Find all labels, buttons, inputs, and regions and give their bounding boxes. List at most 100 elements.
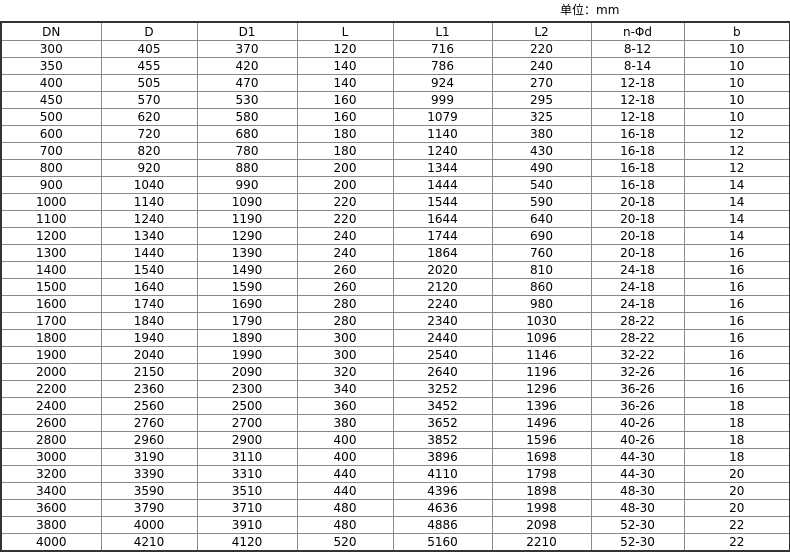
table-row: 3200 3390 3310 440 4110 1798 44-30 20	[0, 465, 790, 483]
table-cell: 2960	[100, 431, 198, 449]
table-cell: 1090	[196, 193, 298, 211]
table-cell: 380	[296, 414, 394, 432]
table-cell: 505	[100, 74, 198, 92]
table-cell: 1490	[196, 261, 298, 279]
table-row: 1000 1140 1090 220 1544 590 20-18 14	[0, 193, 790, 211]
column-header: b	[683, 21, 790, 41]
table-cell: 1300	[0, 244, 102, 262]
table-cell: 280	[296, 295, 394, 313]
table-cell: 1640	[100, 278, 198, 296]
table-cell: 3200	[0, 465, 102, 483]
table-cell: 2300	[196, 380, 298, 398]
column-header: DN	[0, 21, 102, 41]
table-cell: 360	[296, 397, 394, 415]
table-row: 900 1040 990 200 1444 540 16-18 14	[0, 176, 790, 194]
column-header: L2	[491, 21, 592, 41]
table-row: 1700 1840 1790 280 2340 1030 28-22 16	[0, 312, 790, 330]
table-cell: 620	[100, 108, 198, 126]
table-cell: 2020	[392, 261, 493, 279]
table-cell: 1496	[491, 414, 592, 432]
table-cell: 2150	[100, 363, 198, 381]
table-cell: 16-18	[590, 176, 685, 194]
table-row: 600 720 680 180 1140 380 16-18 12	[0, 125, 790, 143]
table-cell: 2540	[392, 346, 493, 364]
table-cell: 3652	[392, 414, 493, 432]
table-cell: 20-18	[590, 193, 685, 211]
table-cell: 999	[392, 91, 493, 109]
table-cell: 2120	[392, 278, 493, 296]
table-cell: 380	[491, 125, 592, 143]
table-cell: 24-18	[590, 295, 685, 313]
table-cell: 1000	[0, 193, 102, 211]
table-cell: 200	[296, 176, 394, 194]
table-row: 1800 1940 1890 300 2440 1096 28-22 16	[0, 329, 790, 347]
table-cell: 1690	[196, 295, 298, 313]
table-cell: 1600	[0, 295, 102, 313]
table-cell: 12	[683, 125, 790, 143]
table-cell: 900	[0, 176, 102, 194]
table-cell: 280	[296, 312, 394, 330]
table-cell: 880	[196, 159, 298, 177]
table-cell: 1864	[392, 244, 493, 262]
table-cell: 1990	[196, 346, 298, 364]
table-row: 1300 1440 1390 240 1864 760 20-18 16	[0, 244, 790, 262]
table-cell: 810	[491, 261, 592, 279]
table-cell: 540	[491, 176, 592, 194]
table-cell: 14	[683, 227, 790, 245]
table-row: 350 455 420 140 786 240 8-14 10	[0, 57, 790, 75]
table-cell: 14	[683, 210, 790, 228]
table-cell: 786	[392, 57, 493, 75]
table-cell: 14	[683, 193, 790, 211]
table-cell: 10	[683, 91, 790, 109]
table-cell: 16	[683, 312, 790, 330]
table-cell: 120	[296, 40, 394, 58]
table-cell: 44-30	[590, 448, 685, 466]
table-cell: 5160	[392, 533, 493, 552]
table-cell: 16	[683, 244, 790, 262]
table-cell: 300	[296, 329, 394, 347]
table-cell: 2760	[100, 414, 198, 432]
table-cell: 3600	[0, 499, 102, 517]
column-header: n-Φd	[590, 21, 685, 41]
table-row: 3600 3790 3710 480 4636 1998 48-30 20	[0, 499, 790, 517]
table-cell: 1390	[196, 244, 298, 262]
table-cell: 10	[683, 57, 790, 75]
column-header: D1	[196, 21, 298, 41]
table-cell: 24-18	[590, 261, 685, 279]
table-cell: 3910	[196, 516, 298, 534]
table-cell: 1240	[100, 210, 198, 228]
table-cell: 18	[683, 448, 790, 466]
column-header: L1	[392, 21, 493, 41]
table-row: 1200 1340 1290 240 1744 690 20-18 14	[0, 227, 790, 245]
table-cell: 1900	[0, 346, 102, 364]
table-cell: 720	[100, 125, 198, 143]
table-cell: 28-22	[590, 312, 685, 330]
table-cell: 1396	[491, 397, 592, 415]
table-cell: 2440	[392, 329, 493, 347]
table-cell: 220	[296, 193, 394, 211]
table-cell: 3390	[100, 465, 198, 483]
table-cell: 16	[683, 346, 790, 364]
table-cell: 240	[296, 244, 394, 262]
table-cell: 820	[100, 142, 198, 160]
table-cell: 430	[491, 142, 592, 160]
table-cell: 1340	[100, 227, 198, 245]
table-cell: 20	[683, 482, 790, 500]
table-cell: 1444	[392, 176, 493, 194]
table-row: 2400 2560 2500 360 3452 1396 36-26 18	[0, 397, 790, 415]
table-cell: 1240	[392, 142, 493, 160]
table-cell: 920	[100, 159, 198, 177]
table-cell: 590	[491, 193, 592, 211]
table-cell: 1344	[392, 159, 493, 177]
table-cell: 14	[683, 176, 790, 194]
table-cell: 36-26	[590, 380, 685, 398]
table-cell: 2090	[196, 363, 298, 381]
table-cell: 16-18	[590, 159, 685, 177]
table-cell: 1146	[491, 346, 592, 364]
table-cell: 48-30	[590, 499, 685, 517]
table-cell: 10	[683, 40, 790, 58]
table-cell: 20	[683, 465, 790, 483]
table-cell: 28-22	[590, 329, 685, 347]
table-cell: 12-18	[590, 74, 685, 92]
table-cell: 40-26	[590, 414, 685, 432]
